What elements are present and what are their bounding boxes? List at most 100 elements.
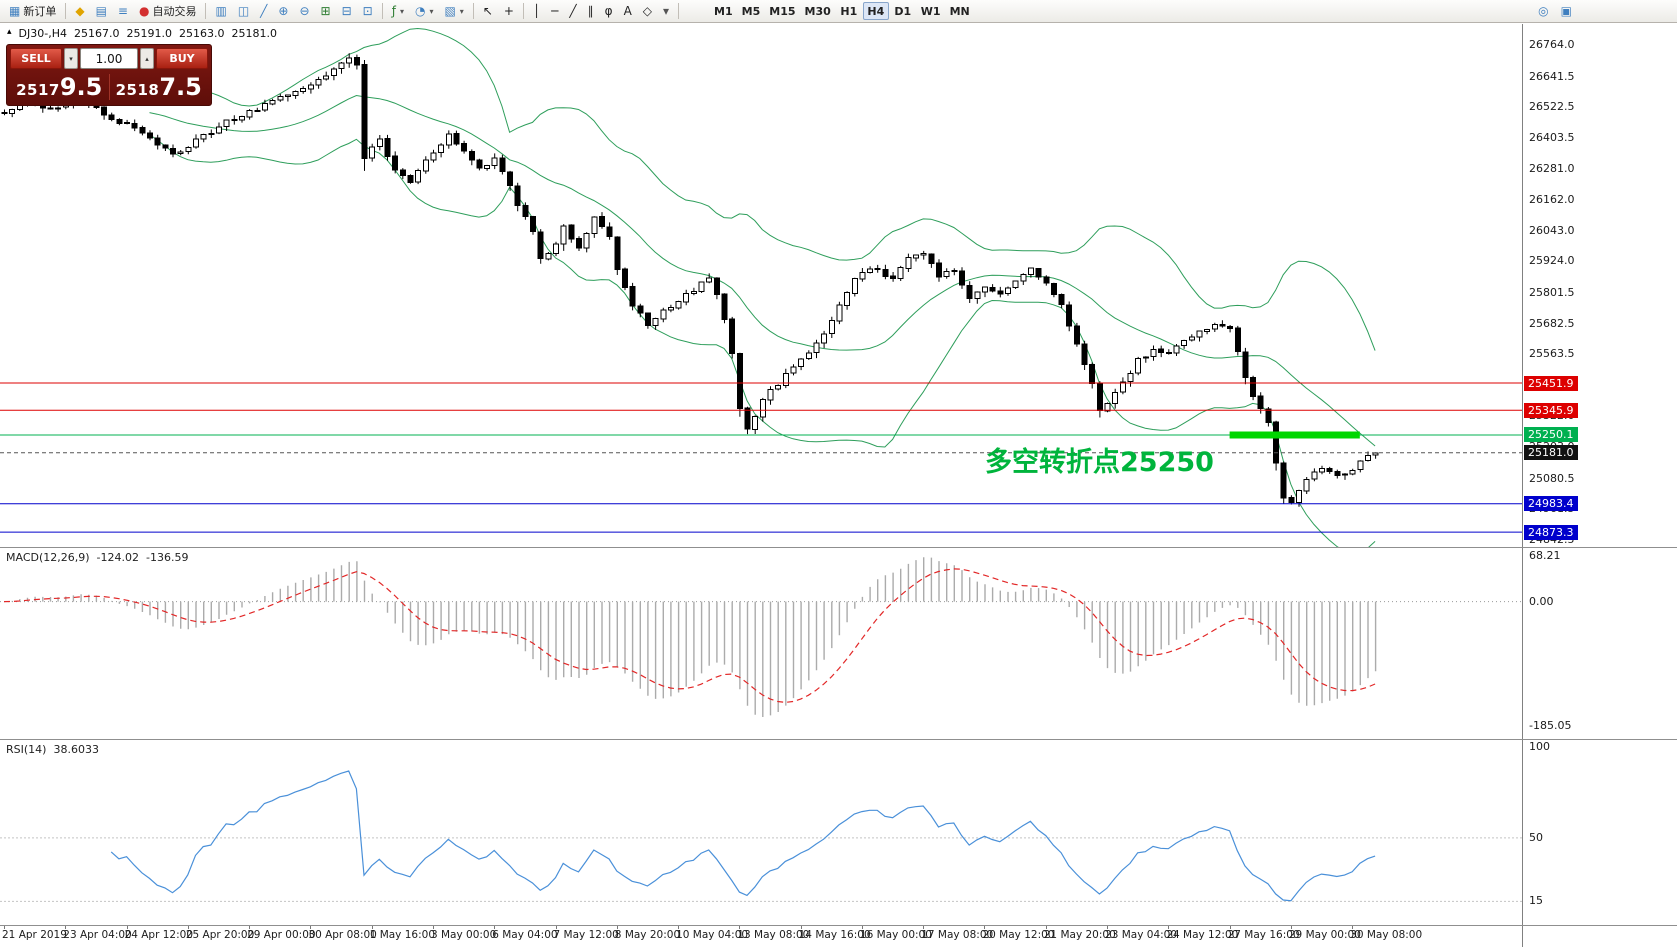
crosshair-button[interactable]: + — [499, 1, 519, 21]
timeframe-h4[interactable]: H4 — [862, 2, 889, 20]
time-axis-tick — [678, 925, 680, 929]
timeframe-m1[interactable]: M1 — [710, 2, 737, 20]
timeframe-m30-label: M30 — [804, 4, 831, 18]
zoom-in-button-icon: ⊕ — [278, 4, 289, 18]
time-axis-label: 16 May 00:00 — [859, 929, 932, 941]
timeframe-w1-label: W1 — [920, 4, 941, 18]
time-axis-label: 23 May 04:00 — [1105, 929, 1178, 941]
sell-button[interactable]: SELL — [10, 48, 62, 69]
toolbar-separator — [381, 3, 383, 19]
zoom-in-button[interactable]: ⊕ — [273, 1, 293, 21]
sell-price[interactable]: 25179.5 — [10, 75, 109, 99]
buy-button[interactable]: BUY — [156, 48, 208, 69]
periods-button[interactable]: ◔ ▾ — [410, 1, 439, 21]
timeframe-m15[interactable]: M15 — [765, 2, 799, 20]
chart-bars-button[interactable]: ▥ — [210, 1, 231, 21]
indicators-button-caret: ▾ — [399, 6, 404, 16]
panel-separator[interactable] — [0, 547, 1677, 548]
chart-properties-button[interactable]: ▣ — [1556, 1, 1577, 21]
time-axis-label: 23 Apr 04:00 — [63, 929, 132, 941]
navigator-button[interactable]: ≡ — [113, 1, 133, 21]
buy-price[interactable]: 25187.5 — [110, 75, 209, 99]
horizontal-line-button[interactable]: ─ — [546, 1, 563, 21]
new-order-button-label: 新订单 — [23, 5, 57, 18]
rsi-panel-canvas[interactable] — [0, 740, 1522, 925]
arrange-windows-button-icon: ⊟ — [341, 4, 352, 18]
macd-axis-label: 68.21 — [1529, 548, 1561, 562]
rsi-axis-label: 15 — [1529, 894, 1543, 908]
time-axis-tick — [65, 925, 67, 929]
volume-increase-button[interactable]: ▴ — [140, 48, 154, 69]
toolbar-items: ▦ 新订单 ◆ ▤ ≡ ● 自动交易 ▥ ◫ ╱ ⊕ ⊖ ⊞ ⊟ ⊡ ƒ ▾ ◔ ▾ ▧ ▾ ↖ + │ ─ ╱ ∥ φ A ◇ ▾ M1 M5… — [4, 0, 974, 22]
time-axis-label: 30 Apr 08:00 — [308, 929, 377, 941]
auto-trading-button-icon: ● — [138, 4, 150, 18]
auto-trading-button[interactable]: ● 自动交易 — [134, 1, 201, 21]
data-window-button[interactable]: ▤ — [91, 1, 112, 21]
channel-button[interactable]: ∥ — [583, 1, 599, 21]
price-tick-label: 25801.5 — [1529, 285, 1575, 299]
tile-windows-button[interactable]: ⊞ — [316, 1, 336, 21]
main-chart-canvas[interactable] — [0, 24, 1522, 554]
buy-price-small: 2518 — [115, 80, 160, 99]
chart-candles-button[interactable]: ◫ — [233, 1, 254, 21]
timeframe-w1[interactable]: W1 — [917, 2, 945, 20]
price-line-label: 25451.9 — [1524, 375, 1578, 391]
shapes-button-icon: ◇ — [642, 4, 653, 18]
vertical-line-button[interactable]: │ — [528, 1, 545, 21]
time-axis-tick — [739, 925, 741, 929]
time-axis-tick — [616, 925, 618, 929]
arrange-windows-button[interactable]: ⊟ — [337, 1, 357, 21]
symbol-search-button[interactable]: ◎ — [1533, 1, 1553, 21]
timeframe-m30[interactable]: M30 — [801, 2, 835, 20]
fibonacci-button[interactable]: φ — [600, 1, 618, 21]
shapes-button[interactable]: ◇ — [638, 1, 657, 21]
data-window-button-icon: ▤ — [95, 4, 107, 18]
indicators-button[interactable]: ƒ ▾ — [387, 1, 409, 21]
time-axis-label: 21 May 20:00 — [1043, 929, 1116, 941]
cascade-windows-button[interactable]: ⊡ — [358, 1, 378, 21]
time-axis-tick — [800, 925, 802, 929]
cursor-button[interactable]: ↖ — [478, 1, 498, 21]
macd-panel-canvas[interactable] — [0, 548, 1522, 739]
price-axis[interactable]: 26764.0 26641.5 26522.5 26403.5 26281.0 26162… — [1522, 24, 1677, 947]
panel-separator[interactable] — [0, 739, 1677, 740]
time-axis-tick — [1290, 925, 1292, 929]
templates-button[interactable]: ▧ ▾ — [439, 1, 468, 21]
timeframe-d1-label: D1 — [894, 4, 912, 18]
rsi-value: 38.6033 — [53, 743, 99, 756]
chart-line-button[interactable]: ╱ — [255, 1, 272, 21]
annotation-text[interactable]: 多空转折点25250 — [985, 447, 1214, 478]
time-axis-tick — [984, 925, 986, 929]
objects-dropdown[interactable]: ▾ — [658, 1, 674, 21]
zoom-out-button-icon: ⊖ — [299, 4, 310, 18]
market-watch-button[interactable]: ◆ — [70, 1, 89, 21]
timeframe-mn[interactable]: MN — [946, 2, 974, 20]
toolbar-separator — [678, 3, 680, 19]
price-line-label: 24873.3 — [1524, 524, 1578, 540]
new-order-button[interactable]: ▦ 新订单 — [4, 1, 61, 21]
timeframe-m5[interactable]: M5 — [738, 2, 765, 20]
trendline-button[interactable]: ╱ — [564, 1, 581, 21]
main-chart[interactable] — [0, 24, 1522, 554]
time-axis-tick — [494, 925, 496, 929]
volume-input[interactable] — [80, 48, 138, 69]
horizontal-line-button-icon: ─ — [551, 4, 559, 18]
zoom-out-button[interactable]: ⊖ — [294, 1, 314, 21]
objects-dropdown-icon: ▾ — [663, 4, 670, 18]
panel-separator[interactable] — [0, 925, 1677, 926]
rsi-title: RSI(14) — [6, 743, 47, 756]
time-axis-label: 7 May 12:00 — [553, 929, 619, 941]
navigator-button-icon: ≡ — [117, 4, 128, 18]
timeframe-m1-label: M1 — [714, 4, 733, 18]
trendline-button-icon: ╱ — [569, 4, 577, 18]
macd-histogram — [11, 557, 1377, 717]
timeframe-m5-label: M5 — [741, 4, 761, 18]
price-tick-label: 26764.0 — [1529, 38, 1575, 51]
timeframe-d1[interactable]: D1 — [890, 2, 916, 20]
toolbar-separator — [472, 3, 474, 19]
text-button[interactable]: A — [619, 1, 637, 21]
time-axis-label: 29 Apr 00:00 — [247, 929, 316, 941]
timeframe-h1[interactable]: H1 — [836, 2, 862, 20]
volume-decrease-button[interactable]: ▾ — [64, 48, 78, 69]
time-axis-label: 25 Apr 20:00 — [185, 929, 255, 941]
